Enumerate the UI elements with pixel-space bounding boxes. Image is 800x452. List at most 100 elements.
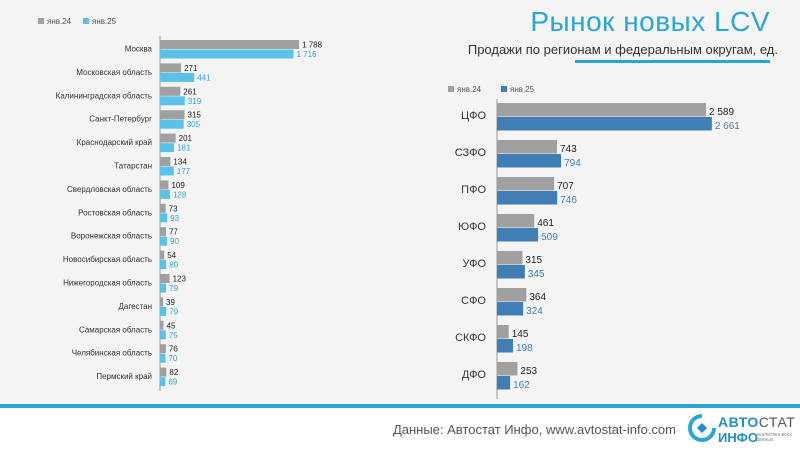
legend-swatch	[38, 18, 44, 24]
category-label: Санкт-Петербург	[89, 115, 152, 124]
category-label: Свердловская область	[67, 185, 152, 194]
legend-label: янв.25	[510, 85, 535, 94]
bar	[160, 236, 167, 246]
bar	[160, 274, 170, 283]
category-label: Ростовская область	[78, 208, 152, 217]
data-label: 54	[167, 251, 176, 260]
bar	[160, 157, 171, 166]
bar	[160, 320, 164, 330]
data-label: 75	[169, 331, 178, 340]
data-label: 2 661	[715, 121, 740, 132]
data-label: 128	[173, 190, 187, 199]
data-label: 69	[168, 378, 177, 387]
data-label: 162	[513, 380, 530, 391]
data-label: 90	[170, 237, 179, 246]
data-label: 271	[184, 64, 198, 73]
bar	[160, 377, 166, 387]
bar	[160, 96, 185, 106]
bar	[497, 302, 524, 316]
data-label: 794	[564, 158, 581, 169]
page-subtitle: Продажи по регионам и федеральным округа…	[467, 42, 778, 57]
legend-label: янв.25	[92, 17, 117, 26]
legend-swatch	[448, 86, 454, 92]
bar	[160, 110, 185, 120]
bar	[160, 40, 300, 49]
bar	[160, 133, 176, 143]
data-label: 305	[187, 120, 201, 129]
data-label: 319	[188, 97, 202, 106]
data-label: 509	[541, 232, 558, 243]
bar	[497, 177, 555, 191]
category-label: ПФО	[461, 184, 486, 196]
legend-swatch	[501, 86, 507, 92]
legend-swatch	[83, 18, 89, 24]
category-label: Воронежская область	[71, 232, 152, 241]
subtitle-underline	[575, 60, 770, 63]
bar	[497, 325, 509, 339]
category-label: СФО	[461, 295, 486, 307]
bar	[160, 283, 167, 293]
data-label: 70	[168, 354, 177, 363]
bar	[160, 227, 166, 237]
data-label: 707	[557, 181, 574, 192]
bar	[160, 203, 166, 213]
data-label: 177	[177, 167, 191, 176]
bar	[160, 143, 175, 153]
bar	[160, 213, 168, 223]
category-label: СЗФО	[455, 147, 487, 159]
data-label: 181	[177, 144, 191, 153]
category-label: ДФО	[462, 369, 487, 381]
category-label: Татарстан	[114, 162, 152, 171]
data-label: 315	[525, 255, 542, 266]
category-label: УФО	[462, 258, 486, 270]
data-label: 77	[169, 228, 178, 237]
bar	[160, 166, 174, 176]
category-label: Самарская область	[79, 325, 152, 334]
category-label: Краснодарский край	[77, 138, 152, 147]
bar	[497, 288, 527, 302]
bar	[160, 86, 181, 96]
bar	[497, 339, 513, 353]
data-label: 39	[166, 298, 175, 307]
bar	[497, 265, 525, 279]
data-label: 1 716	[296, 50, 317, 59]
bar	[160, 344, 166, 354]
data-label: 134	[173, 158, 187, 167]
legend-label: янв.24	[47, 17, 72, 26]
data-label: 2 589	[709, 107, 734, 118]
bar	[160, 260, 167, 270]
category-label: Нижегородская область	[63, 279, 152, 288]
bar	[497, 154, 562, 168]
logo-mark-icon	[688, 414, 716, 442]
districts-chart: янв.24 янв.25 ЦФО 2 589 2 661 СЗФО 743 794 ПФО 70…	[448, 85, 740, 399]
data-label: 73	[169, 204, 178, 213]
category-label: Пермский край	[96, 372, 152, 381]
data-label: 145	[512, 329, 529, 340]
category-label: Челябинская область	[72, 349, 152, 358]
data-label: 45	[167, 321, 176, 330]
footer	[0, 404, 800, 452]
data-label: 746	[560, 195, 577, 206]
bar	[160, 119, 184, 129]
footer-stripe	[0, 404, 800, 408]
avtostat-logo: АВТОСТАТ ИНФО аналитика всех данных	[688, 410, 796, 450]
category-label: ЦФО	[461, 110, 487, 122]
logo-wordmark: АВТОСТАТ	[718, 414, 796, 430]
bar	[497, 214, 535, 228]
data-label: 79	[169, 284, 178, 293]
bar	[497, 140, 557, 154]
category-label: Новосибирская область	[63, 255, 152, 264]
data-label: 82	[169, 368, 178, 377]
page-title: Рынок новых LCV	[530, 6, 770, 37]
bar	[160, 49, 294, 59]
data-label: 345	[528, 269, 545, 280]
category-label: Московская область	[76, 68, 152, 77]
category-label: Москва	[125, 45, 153, 54]
bar	[160, 63, 182, 73]
category-label: ЮФО	[458, 221, 486, 233]
data-source: Данные: Автостат Инфо, www.avtostat-info…	[392, 422, 676, 437]
bar	[497, 376, 511, 390]
bar	[497, 228, 539, 242]
